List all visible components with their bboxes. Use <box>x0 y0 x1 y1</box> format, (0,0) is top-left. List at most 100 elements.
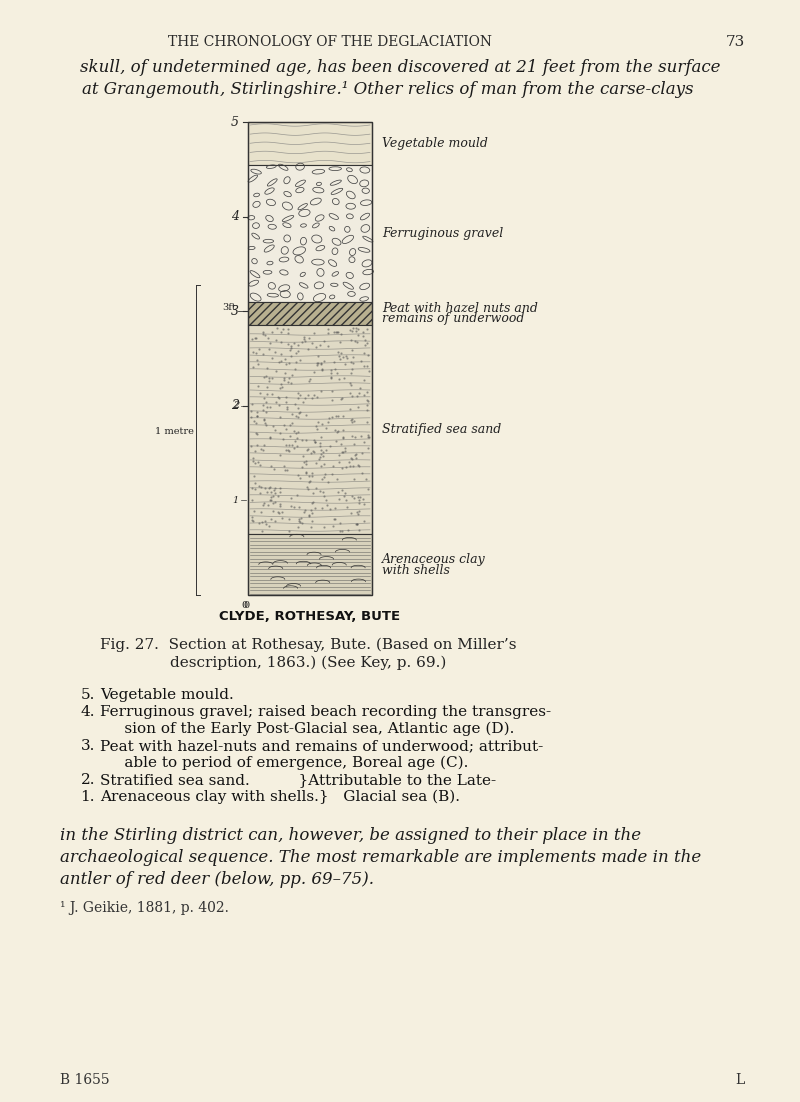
Point <box>271 487 284 505</box>
Point <box>262 369 275 387</box>
Point <box>314 336 326 354</box>
Point <box>310 479 322 497</box>
Point <box>262 478 275 496</box>
Point <box>248 467 261 485</box>
Point <box>277 431 290 449</box>
Point <box>351 326 364 344</box>
Point <box>344 321 357 338</box>
Point <box>303 372 316 390</box>
Point <box>352 488 365 506</box>
Point <box>262 517 275 534</box>
Point <box>252 477 265 495</box>
Point <box>245 408 258 425</box>
Point <box>306 512 318 530</box>
Point <box>259 403 272 421</box>
Point <box>310 388 323 406</box>
Point <box>312 347 325 365</box>
Point <box>275 503 288 520</box>
Text: 0: 0 <box>241 601 247 611</box>
Point <box>296 515 309 532</box>
Point <box>302 480 314 498</box>
Point <box>285 339 298 357</box>
Point <box>250 345 262 363</box>
Point <box>293 404 306 422</box>
Point <box>341 498 354 516</box>
Point <box>334 350 346 368</box>
Point <box>300 465 313 483</box>
Point <box>358 357 370 375</box>
Point <box>258 512 271 530</box>
Point <box>249 443 262 461</box>
Point <box>250 329 262 347</box>
Point <box>320 496 333 514</box>
Point <box>258 411 271 429</box>
Point <box>325 368 338 386</box>
Text: 2: 2 <box>231 399 239 412</box>
Point <box>311 354 324 371</box>
Point <box>278 417 290 434</box>
Point <box>310 338 322 356</box>
Point <box>362 361 375 379</box>
Point <box>362 346 374 364</box>
Point <box>346 410 358 428</box>
Point <box>316 483 329 500</box>
Point <box>257 346 270 364</box>
Point <box>324 369 337 387</box>
Point <box>264 430 277 447</box>
Text: 3: 3 <box>231 304 239 317</box>
Point <box>269 512 282 530</box>
Point <box>358 371 371 389</box>
Point <box>256 397 269 414</box>
Text: with shells: with shells <box>382 564 450 576</box>
Point <box>286 404 298 422</box>
Point <box>254 385 267 402</box>
Point <box>285 489 298 507</box>
Point <box>352 521 365 539</box>
Point <box>350 318 362 336</box>
Point <box>248 480 261 498</box>
Point <box>345 388 358 406</box>
Point <box>346 318 359 336</box>
Text: ¹ J. Geikie, 1881, p. 402.: ¹ J. Geikie, 1881, p. 402. <box>60 901 229 915</box>
Point <box>322 324 334 342</box>
Point <box>282 436 295 454</box>
Point <box>250 407 263 424</box>
Point <box>276 378 289 396</box>
Point <box>279 442 292 460</box>
Point <box>362 440 374 457</box>
Point <box>268 461 281 478</box>
Point <box>319 441 332 458</box>
Point <box>317 443 330 461</box>
Point <box>253 485 266 503</box>
Point <box>291 383 304 401</box>
Point <box>258 368 270 386</box>
Point <box>311 355 324 372</box>
Point <box>301 441 314 458</box>
Point <box>353 491 366 509</box>
Point <box>324 500 337 518</box>
Point <box>318 518 330 536</box>
Point <box>291 399 304 417</box>
Point <box>353 503 366 520</box>
Point <box>299 464 312 482</box>
Point <box>258 479 271 497</box>
Point <box>302 387 314 404</box>
Point <box>274 379 286 397</box>
Point <box>299 332 312 349</box>
Point <box>302 341 314 358</box>
Point <box>306 484 319 501</box>
Point <box>264 457 277 475</box>
Point <box>347 457 360 475</box>
Point <box>358 433 370 451</box>
Point <box>358 332 371 349</box>
Point <box>261 386 274 403</box>
Point <box>274 323 287 341</box>
Point <box>254 441 267 458</box>
Point <box>246 491 258 509</box>
Point <box>330 408 342 425</box>
Point <box>292 336 305 354</box>
Point <box>350 387 363 404</box>
Point <box>298 331 310 348</box>
Point <box>289 396 302 413</box>
Point <box>259 367 272 385</box>
